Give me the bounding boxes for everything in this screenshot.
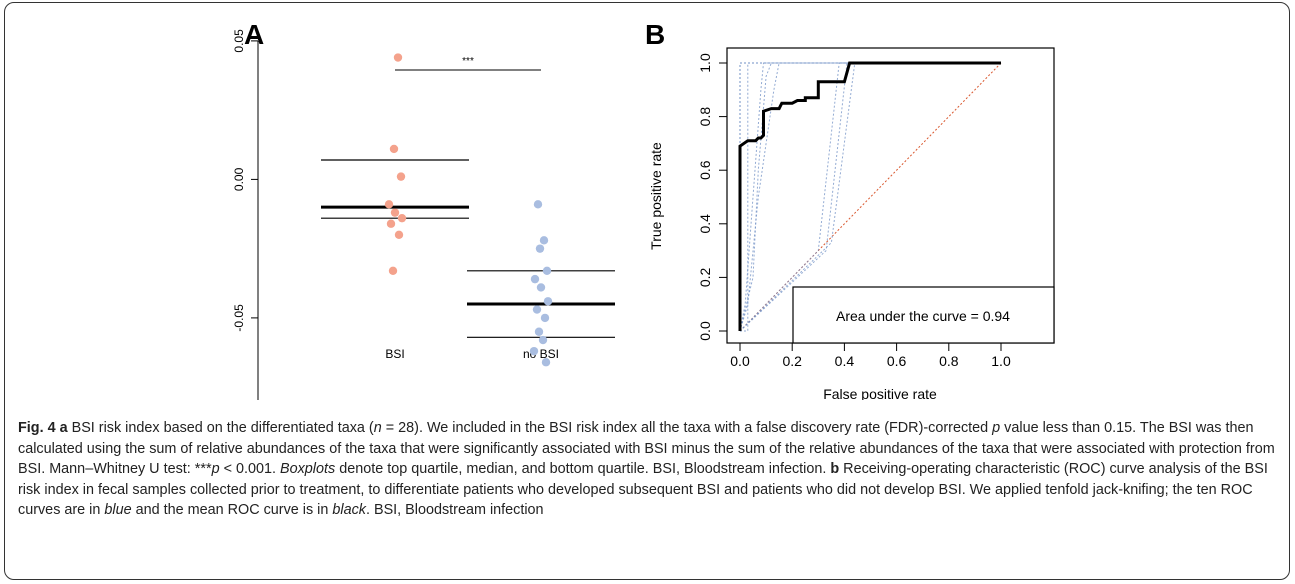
y-tick-label: 0.4	[697, 214, 713, 234]
data-point	[534, 327, 544, 336]
x-tick-label: 0.0	[730, 353, 750, 369]
panel-a-significance: ***	[395, 56, 541, 71]
x-tick-label: 0.4	[835, 353, 855, 369]
data-point	[532, 305, 542, 314]
caption-var: n	[373, 420, 382, 436]
mean-roc-curve	[738, 61, 1001, 331]
data-point	[393, 53, 403, 62]
panel-a-points	[384, 53, 553, 367]
y-tick-label: 0.05	[232, 29, 246, 53]
data-point	[535, 244, 545, 253]
panel-b-label: B	[645, 19, 665, 50]
data-point	[536, 283, 546, 292]
x-tick-label: 0.6	[887, 353, 907, 369]
caption-term: blue	[104, 502, 132, 519]
y-tick-label: 0.8	[697, 107, 713, 127]
data-point	[543, 297, 553, 306]
caption-letter-a: a	[59, 420, 68, 436]
x-tick-label: 0.8	[939, 353, 959, 369]
panel-b-x-label: False positive rate	[823, 386, 937, 400]
caption-term: Boxplots	[280, 461, 336, 478]
panel-b: B 0.0 0.0 0.2 0.2 0.4 0.4 0.6 0.6 0.8 0.8 1.0 1.0 A…	[645, 19, 1055, 400]
panel-a-quartile-lines	[321, 159, 615, 338]
fold-roc-curve	[739, 62, 1001, 332]
significance-stars: ***	[462, 56, 474, 67]
data-point	[529, 346, 539, 356]
caption-text: Receiving-operating characteristic (ROC)…	[18, 461, 1268, 519]
caption-term: black	[332, 502, 366, 519]
x-tick-label: 0.2	[782, 353, 802, 369]
data-point	[394, 230, 404, 239]
panel-b-mean-roc-curve	[738, 61, 1001, 331]
y-tick-label: 0.2	[697, 267, 713, 287]
caption-text: denote top quartile, median, and bottom …	[335, 461, 831, 478]
data-point	[388, 266, 398, 276]
data-point	[530, 274, 540, 284]
y-tick-label: 0.6	[697, 160, 713, 180]
caption-text: < 0.001.	[219, 461, 280, 478]
data-point	[396, 172, 406, 181]
y-tick-label: -0.05	[232, 304, 246, 332]
caption-text: = 28). We included in the BSI risk index…	[381, 420, 993, 436]
data-point	[539, 236, 549, 245]
data-point	[542, 266, 552, 276]
figure-caption: Fig. 4 a BSI risk index based on the dif…	[18, 418, 1280, 521]
y-tick-label: 0.0	[697, 321, 713, 341]
data-point	[540, 313, 550, 323]
panel-a-label: A	[244, 19, 264, 50]
caption-text: and the mean ROC curve is in	[131, 502, 333, 519]
y-tick-label: 0.00	[232, 167, 246, 191]
data-point	[389, 144, 399, 154]
data-point	[397, 213, 407, 223]
caption-text: BSI risk index based on the differentiat…	[71, 420, 374, 436]
data-point	[386, 219, 396, 228]
category-label: BSI	[385, 347, 404, 361]
data-point	[390, 208, 400, 217]
caption-letter-b: b	[830, 461, 840, 478]
auc-legend-box	[792, 286, 1055, 344]
x-tick-label: 1.0	[991, 353, 1011, 369]
fold-roc-curve	[739, 62, 1001, 332]
auc-annotation: Area under the curve = 0.94	[836, 308, 1010, 324]
panel-b-axes: 0.0 0.0 0.2 0.2 0.4 0.4 0.6 0.6 0.8 0.8 1.0 1.0	[697, 53, 1011, 369]
data-point	[533, 200, 543, 209]
data-point	[384, 200, 394, 209]
fold-roc-curve	[740, 62, 1001, 332]
caption-var: p	[992, 420, 1001, 436]
caption-fig-label: Fig. 4	[18, 420, 56, 436]
caption-text: . BSI, Bloodstream infection	[365, 502, 544, 519]
data-point	[541, 358, 551, 367]
figure-frame	[4, 2, 1290, 580]
category-label: no BSI	[523, 347, 559, 361]
data-point	[538, 335, 548, 345]
caption-var: p	[211, 461, 220, 478]
y-tick-label: 1.0	[697, 53, 713, 73]
panel-a-y-axis: 0.050.00-0.05-0.10	[232, 29, 259, 400]
fold-roc-curve	[739, 62, 1001, 332]
panel-b-y-label: True positive rate	[648, 142, 664, 250]
caption-text: value less than 0.15. The BSI was then c…	[18, 420, 1275, 478]
